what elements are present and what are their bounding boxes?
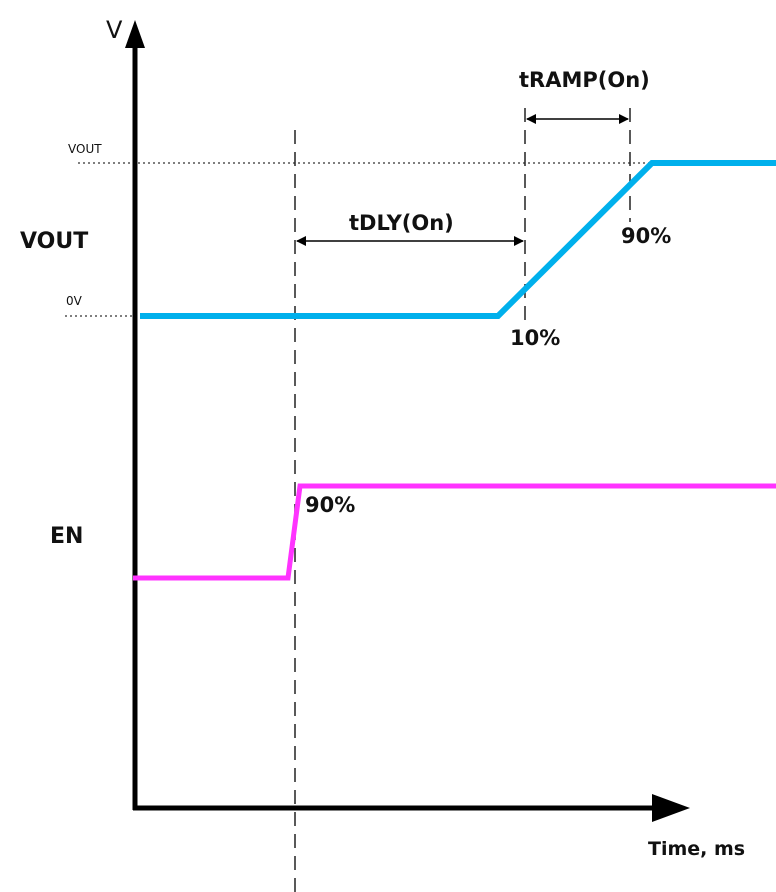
y-axis-arrow-icon bbox=[125, 20, 145, 48]
vout-trace bbox=[140, 160, 776, 319]
x-axis-label: Time, ms bbox=[648, 838, 745, 860]
tdly-label: tDLY(On) bbox=[349, 211, 454, 235]
vout-signal-label: VOUT bbox=[20, 229, 88, 254]
y-axis-label: V bbox=[106, 16, 123, 44]
tramp-label: tRAMP(On) bbox=[519, 68, 650, 92]
vout-level-label: VOUT bbox=[68, 142, 102, 156]
en-trace bbox=[133, 483, 776, 581]
vout-90-label: 90% bbox=[621, 224, 671, 248]
vout-10-label: 10% bbox=[510, 326, 560, 350]
zero-level-label: 0V bbox=[66, 294, 83, 308]
x-axis-arrow-icon bbox=[652, 794, 690, 822]
en-90-label: 90% bbox=[305, 493, 355, 517]
en-signal-label: EN bbox=[50, 524, 83, 549]
